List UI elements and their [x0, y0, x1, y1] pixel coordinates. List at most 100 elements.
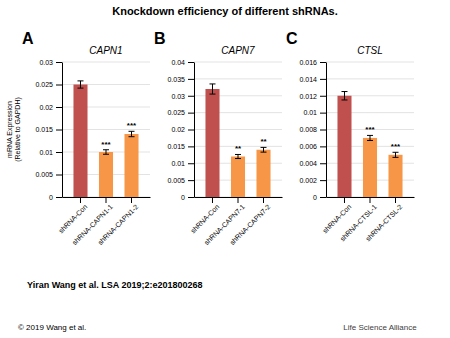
tick-mark	[263, 197, 264, 203]
panel-label: A	[22, 30, 34, 47]
error-cap	[341, 99, 347, 100]
panel-label: C	[286, 30, 298, 47]
tick-mark	[320, 146, 326, 147]
tick-label: 0.025	[35, 81, 53, 88]
error-line	[80, 81, 81, 88]
error-cap	[261, 147, 267, 148]
panel-title: CAPN7	[221, 45, 255, 56]
x-axis: shRNA-ConshRNA-CAPN1-1shRNA-CAPN1-2	[57, 197, 150, 246]
error-bar	[261, 147, 267, 152]
tick: 0.016	[299, 59, 326, 66]
plot-area	[337, 92, 402, 197]
tick-mark	[320, 197, 326, 198]
axis-line	[62, 63, 63, 198]
tick-mark	[188, 180, 194, 181]
figure: Knockdown efficiency of different shRNAs…	[0, 0, 450, 338]
tick-mark	[56, 175, 62, 176]
tick-label: 0.02	[171, 126, 185, 133]
significance: ***	[127, 121, 137, 130]
error-cap	[235, 154, 241, 155]
bar	[124, 134, 138, 197]
bar	[363, 138, 377, 197]
tick-mark	[188, 163, 194, 164]
error-line	[344, 92, 345, 100]
bar	[231, 157, 245, 198]
y-axis: 00.0050.010.0150.020.0250.030.0350.04	[167, 59, 194, 201]
tick-mark	[320, 130, 326, 131]
y-axis: 00.0020.0040.0060.0080.010.0120.0140.016	[299, 59, 326, 201]
tick-mark	[56, 130, 62, 131]
tick-mark	[131, 197, 132, 203]
tick: shRNA-CAPN7-2	[228, 197, 271, 246]
tick: 0.012	[299, 92, 326, 99]
panel-label: B	[154, 30, 166, 47]
tick: 0.01	[303, 109, 326, 116]
error-bar	[393, 152, 399, 157]
tick-mark	[56, 85, 62, 86]
tick-mark	[106, 197, 107, 203]
grid-line	[62, 62, 150, 63]
tick-label: 0.04	[171, 59, 185, 66]
tick: 0	[313, 194, 326, 201]
tick-label: 0.012	[299, 92, 317, 99]
error-line	[212, 84, 213, 94]
tick: 0.014	[299, 76, 326, 83]
error-bar	[209, 84, 215, 94]
tick-mark	[188, 130, 194, 131]
error-line	[395, 152, 396, 157]
bar	[256, 150, 270, 197]
tick-mark	[320, 62, 326, 63]
tick-mark	[320, 96, 326, 97]
panel-title: CAPN1	[89, 45, 122, 56]
tick: 0.025	[167, 109, 194, 116]
tick: 0.005	[167, 177, 194, 184]
grid-line	[194, 78, 282, 79]
tick-label: 0.005	[167, 177, 185, 184]
error-cap	[393, 157, 399, 158]
error-cap	[129, 131, 135, 132]
tick: 0.03	[39, 59, 62, 66]
tick-label: 0.03	[171, 92, 185, 99]
error-bar	[129, 131, 135, 136]
error-bar	[235, 154, 241, 158]
bar	[99, 152, 113, 197]
copyright: © 2019 Wang et al.	[18, 323, 86, 332]
bar	[388, 155, 402, 197]
significance: **	[260, 137, 267, 146]
tick-label: 0.035	[167, 76, 185, 83]
tick-label: 0.01	[39, 149, 53, 156]
grid	[62, 62, 150, 197]
error-cap	[209, 83, 215, 84]
tick-mark	[188, 146, 194, 147]
panel: 00.0050.010.0150.020.0250.030.0350.04shR…	[154, 30, 283, 246]
tick-label: 0.015	[35, 126, 53, 133]
grid	[326, 62, 414, 197]
tick-mark	[320, 163, 326, 164]
error-cap	[103, 154, 109, 155]
grid-line	[194, 62, 282, 63]
tick: 0.01	[39, 149, 62, 156]
error-line	[263, 147, 264, 152]
error-cap	[103, 149, 109, 150]
panel: 00.0020.0040.0060.0080.010.0120.0140.016…	[286, 30, 415, 242]
tick-mark	[188, 62, 194, 63]
tick: 0.005	[35, 171, 62, 178]
bar	[337, 96, 351, 197]
tick: 0.04	[171, 59, 194, 66]
tick-label: 0.016	[299, 59, 317, 66]
significance: ***	[101, 140, 111, 149]
tick: 0	[181, 194, 194, 201]
tick-label: 0.01	[171, 160, 185, 167]
tick-mark	[188, 79, 194, 80]
tick: 0.02	[171, 126, 194, 133]
significance: ***	[365, 125, 375, 134]
error-cap	[367, 140, 373, 141]
tick-mark	[238, 197, 239, 203]
tick-mark	[320, 113, 326, 114]
error-cap	[235, 158, 241, 159]
y-axis-title: mRNA Expression(Relative to GAPDH)	[6, 97, 22, 162]
tick: shRNA-CAPN1-2	[96, 197, 139, 246]
tick: 0.004	[299, 160, 326, 167]
tick-label: shRNA-CTSL-2	[364, 203, 403, 242]
y-axis: 00.0050.010.0150.020.0250.03	[35, 59, 62, 201]
